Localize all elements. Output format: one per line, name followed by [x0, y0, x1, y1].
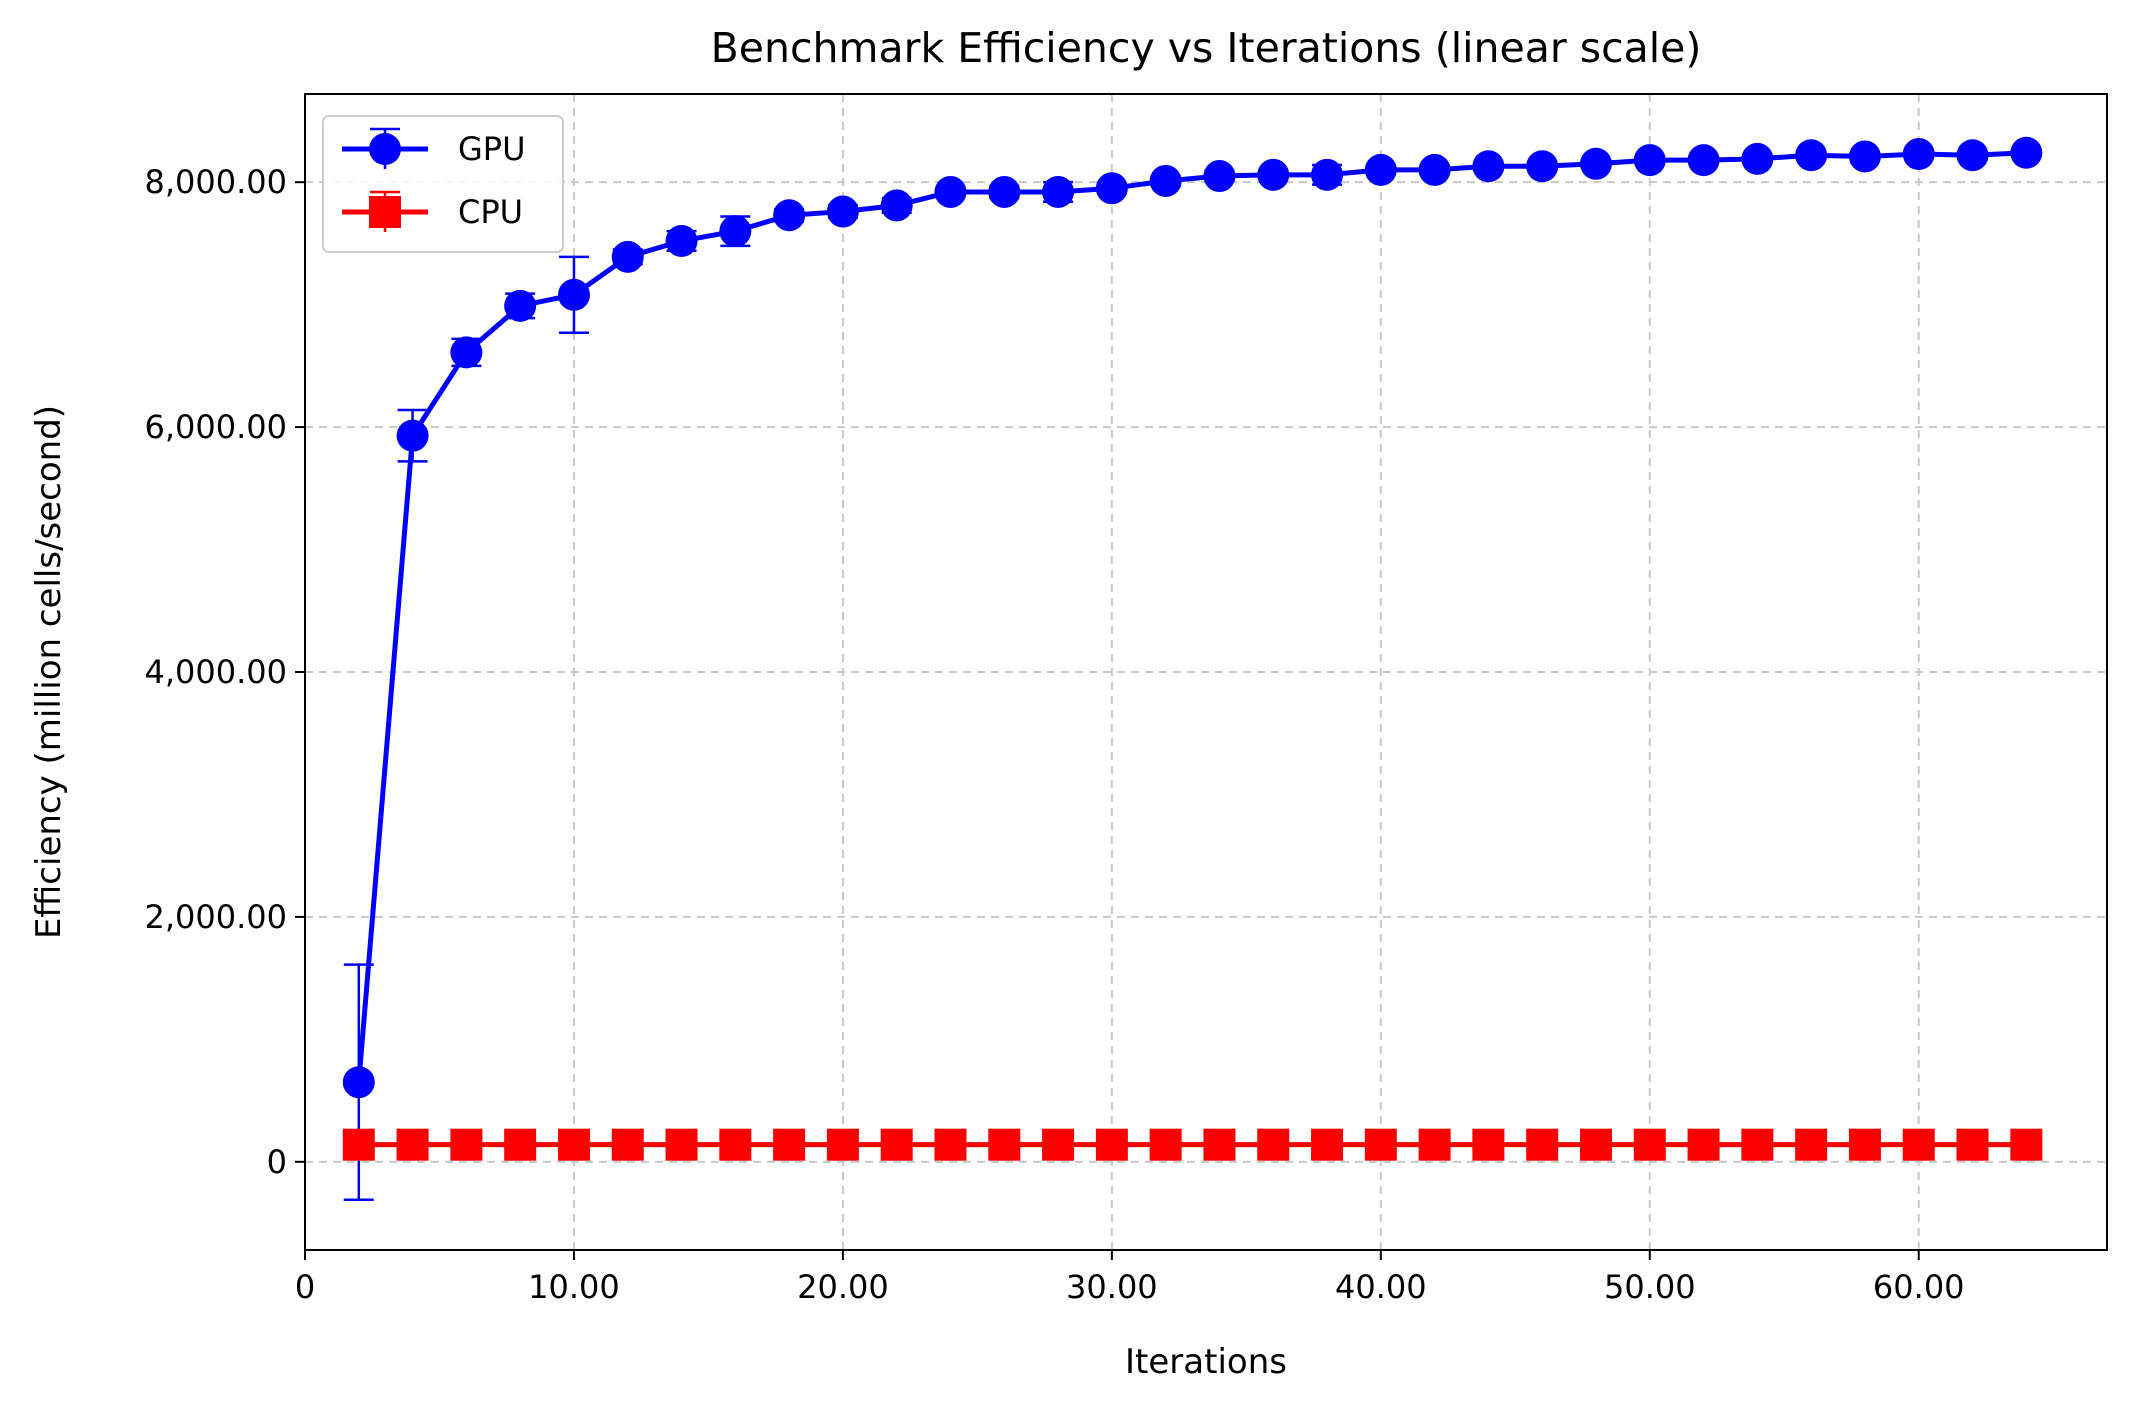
- data-point: [557, 1128, 590, 1161]
- data-point: [826, 1128, 859, 1161]
- series-gpu: [342, 136, 2043, 1202]
- data-point: [1311, 1128, 1344, 1161]
- data-point: [1472, 150, 1505, 183]
- tick-layer: 0 10.00 20.00 30.00 40.00 50.00 60.00 0 2,000.00…: [145, 163, 1965, 1306]
- data-point: [773, 199, 806, 232]
- data-point: [1042, 1128, 1075, 1161]
- data-point: [1579, 1128, 1612, 1161]
- data-point: [1311, 158, 1344, 191]
- y-axis-title: Efficiency (million cells/second): [29, 405, 69, 939]
- data-point: [396, 1128, 429, 1161]
- data-point: [504, 1128, 537, 1161]
- data-point: [1526, 150, 1559, 183]
- data-point: [1848, 140, 1881, 173]
- y-tick-label: 8,000.00: [145, 163, 288, 201]
- x-tick-label: 50.00: [1604, 1268, 1696, 1306]
- data-point: [880, 189, 913, 222]
- legend-label: CPU: [458, 193, 523, 231]
- data-point: [1687, 144, 1720, 177]
- data-point: [611, 240, 644, 273]
- y-tick-label: 6,000.00: [145, 408, 288, 446]
- data-point: [1364, 153, 1397, 186]
- data-point: [826, 195, 859, 228]
- x-axis-title: Iterations: [1125, 1342, 1287, 1382]
- grid-layer: [304, 94, 2107, 1250]
- data-point: [1203, 1128, 1236, 1161]
- x-tick-label: 10.00: [528, 1268, 620, 1306]
- data-point: [719, 215, 752, 248]
- data-point: [396, 419, 429, 452]
- data-point: [1472, 1128, 1505, 1161]
- x-tick-label: 40.00: [1335, 1268, 1427, 1306]
- data-point: [1633, 1128, 1666, 1161]
- data-point: [2010, 136, 2043, 169]
- data-point: [557, 278, 590, 311]
- x-tick-label: 0: [295, 1268, 315, 1306]
- legend-item-cpu: CPU: [342, 190, 523, 232]
- data-point: [665, 224, 698, 257]
- data-point: [2010, 1128, 2043, 1161]
- series-line: [356, 150, 2027, 1083]
- data-point: [1848, 1128, 1881, 1161]
- data-point: [1902, 138, 1935, 171]
- chart-title: Benchmark Efficiency vs Iterations (line…: [711, 24, 1702, 72]
- data-point: [988, 175, 1021, 208]
- data-point: [450, 1128, 483, 1161]
- data-point: [1956, 1128, 1989, 1161]
- data-point: [611, 1128, 644, 1161]
- data-point: [1149, 1128, 1182, 1161]
- legend-marker: [369, 133, 401, 165]
- x-tick-label: 60.00: [1873, 1268, 1965, 1306]
- data-point: [1418, 153, 1451, 186]
- data-point: [342, 1128, 375, 1161]
- data-point: [773, 1128, 806, 1161]
- data-point: [719, 1128, 752, 1161]
- x-tick-label: 30.00: [1066, 1268, 1158, 1306]
- data-point: [934, 175, 967, 208]
- data-point: [1257, 1128, 1290, 1161]
- legend-label: GPU: [458, 130, 526, 168]
- data-point: [1257, 158, 1290, 191]
- data-point: [880, 1128, 913, 1161]
- legend: GPU CPU: [322, 115, 564, 253]
- series-cpu: [342, 1128, 2043, 1161]
- data-point: [1795, 1128, 1828, 1161]
- legend-item-gpu: GPU: [342, 127, 526, 169]
- data-point: [1741, 1128, 1774, 1161]
- data-point: [1956, 139, 1989, 172]
- data-point: [1095, 1128, 1128, 1161]
- data-point: [1633, 144, 1666, 177]
- data-point: [1149, 164, 1182, 197]
- data-point: [1579, 147, 1612, 180]
- data-point: [988, 1128, 1021, 1161]
- y-tick-label: 2,000.00: [145, 898, 288, 936]
- data-point: [1741, 142, 1774, 175]
- x-tick-label: 20.00: [797, 1268, 889, 1306]
- data-point: [1418, 1128, 1451, 1161]
- data-point: [1095, 172, 1128, 205]
- data-point: [1042, 175, 1075, 208]
- data-point: [1795, 139, 1828, 172]
- data-point: [1687, 1128, 1720, 1161]
- y-tick-label: 0: [267, 1143, 287, 1181]
- y-tick-label: 4,000.00: [145, 653, 288, 691]
- data-point: [1364, 1128, 1397, 1161]
- data-point: [504, 289, 537, 322]
- data-point: [342, 1066, 375, 1099]
- data-point: [450, 336, 483, 369]
- data-point: [1203, 160, 1236, 193]
- legend-box: [322, 115, 564, 253]
- data-point: [1526, 1128, 1559, 1161]
- data-point: [934, 1128, 967, 1161]
- series-layer: [342, 136, 2043, 1202]
- data-point: [1902, 1128, 1935, 1161]
- legend-marker: [369, 196, 401, 228]
- data-point: [665, 1128, 698, 1161]
